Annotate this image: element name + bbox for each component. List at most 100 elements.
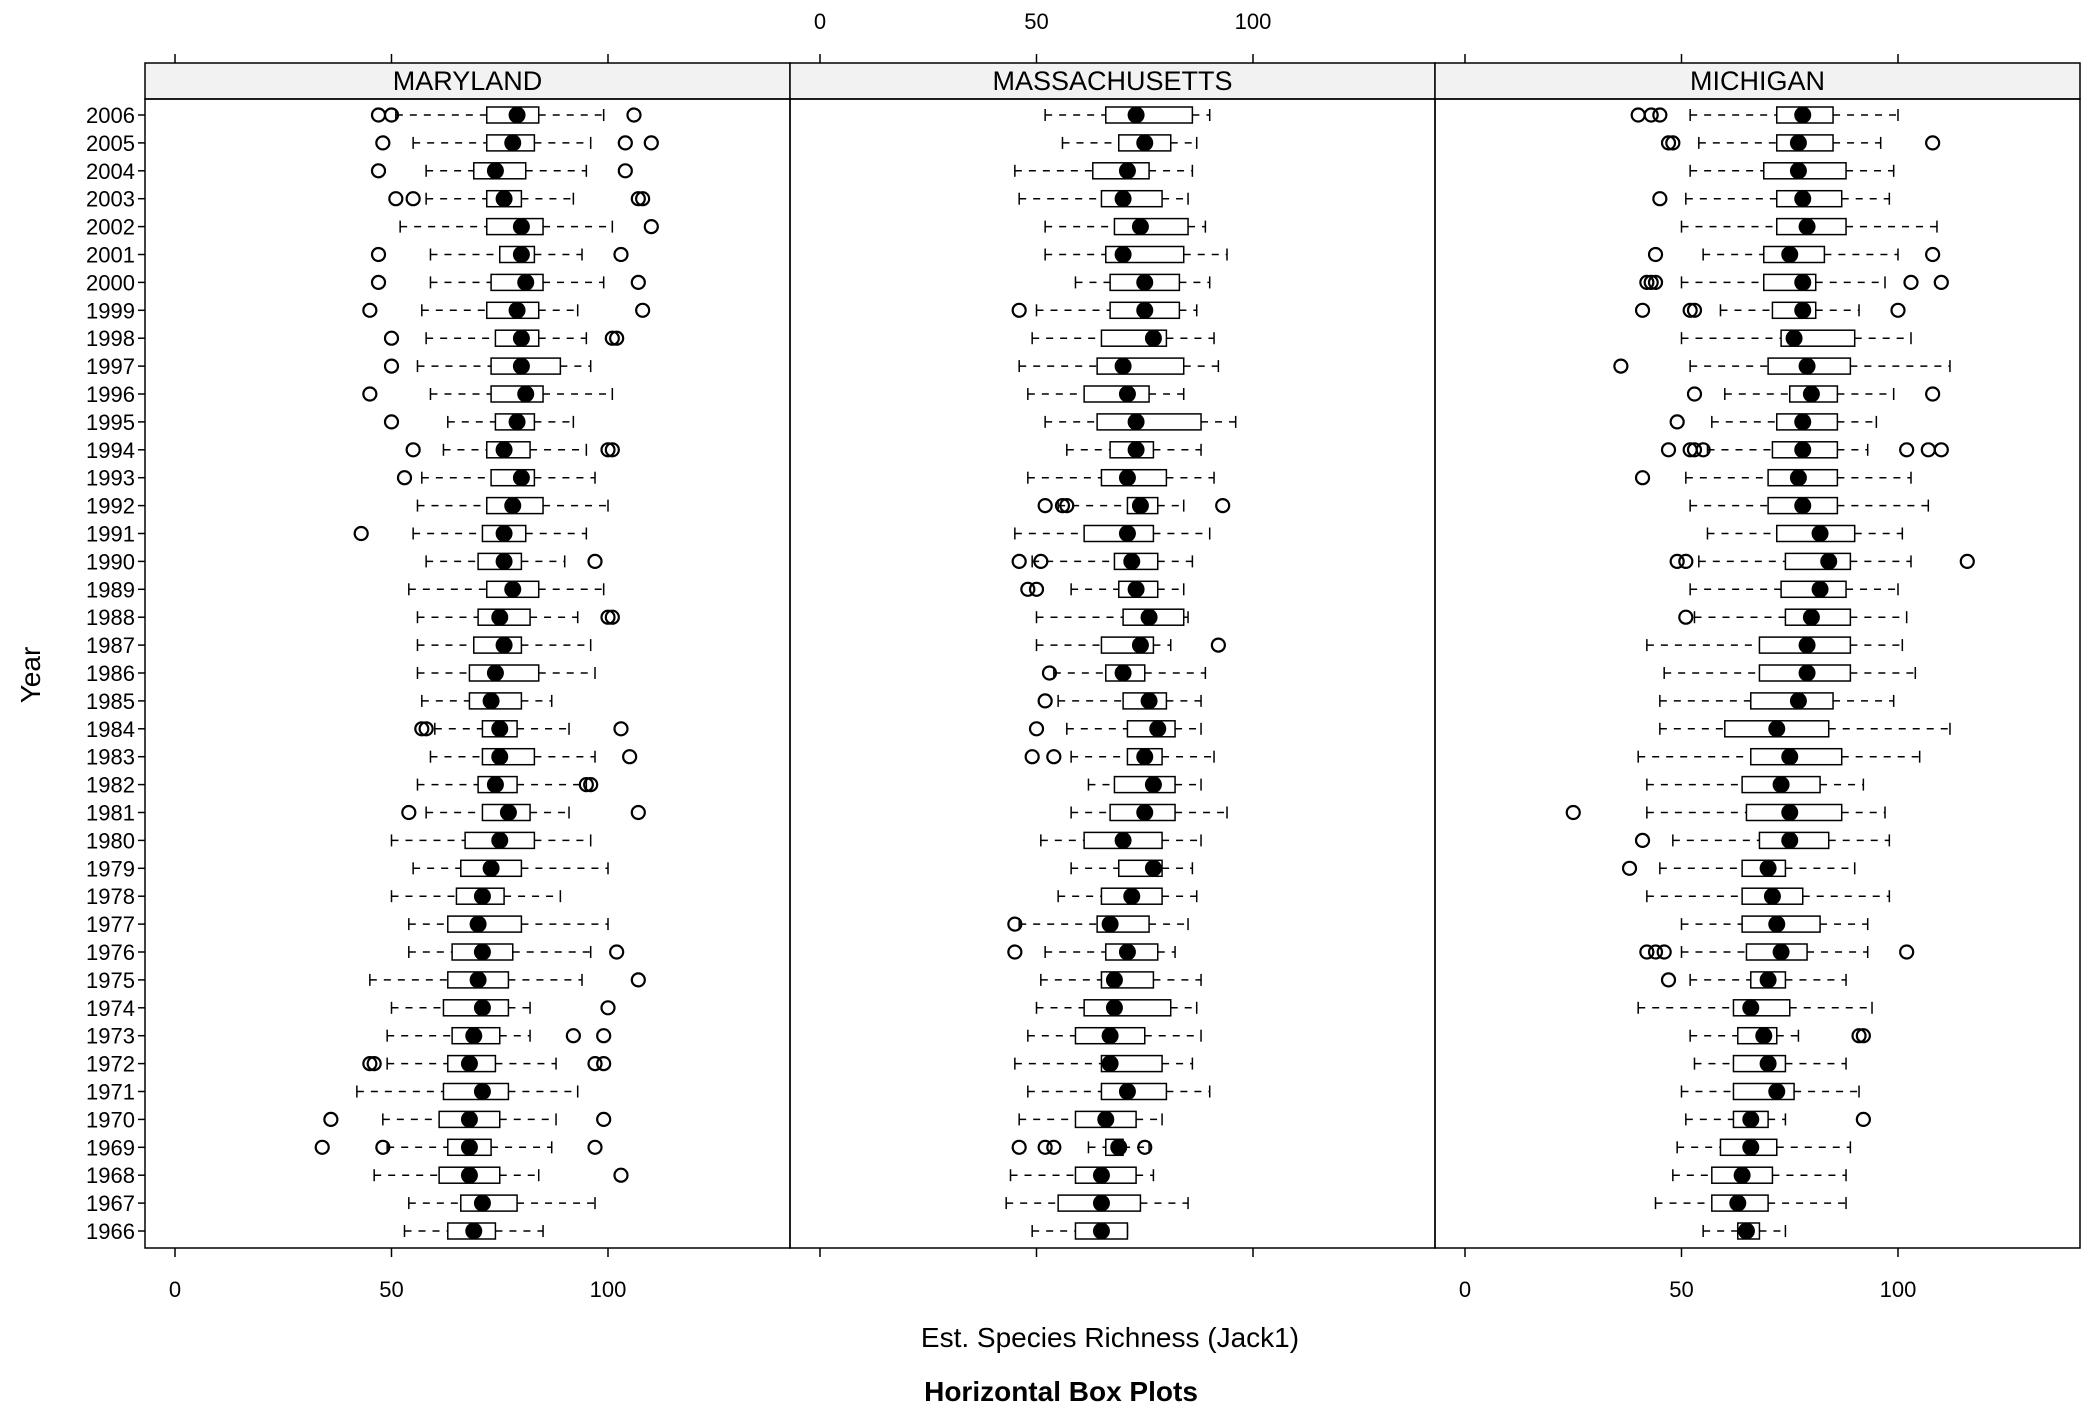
box-1966: [1031, 1222, 1129, 1240]
box-1996: [1686, 385, 1941, 403]
median-dot: [495, 636, 513, 654]
outlier-point: [1643, 274, 1659, 290]
box-1974: [390, 999, 616, 1017]
box-1981: [401, 803, 646, 822]
box-1974: [1637, 999, 1873, 1017]
box-1979: [1621, 859, 1856, 878]
outlier-point: [1855, 1028, 1871, 1044]
outlier-point: [604, 442, 620, 458]
median-dot: [1763, 887, 1781, 905]
outlier-point: [617, 135, 633, 151]
outlier-point: [1024, 749, 1040, 765]
median-dot: [1794, 106, 1812, 124]
x-tick-label: 0: [1459, 1277, 1471, 1302]
outlier-point: [609, 944, 625, 960]
box-1997: [1018, 357, 1220, 375]
x-axis-massachusetts: 0 50 100: [814, 9, 1271, 1257]
box-1971: [356, 1082, 579, 1101]
box-2005: [375, 134, 659, 152]
box-1996: [362, 385, 614, 403]
outlier-point: [587, 1139, 603, 1155]
outlier-point: [353, 525, 369, 542]
x-axes: 0 50 100 0 50 100 0 50 100: [169, 9, 1916, 1302]
median-dot: [495, 525, 513, 542]
outlier-point: [596, 1028, 612, 1044]
median-dot: [512, 469, 530, 487]
y-axis-title: Year: [15, 647, 46, 704]
outlier-point: [626, 107, 642, 123]
box-1985: [1659, 692, 1895, 710]
outlier-point: [1011, 1139, 1027, 1155]
box-1989: [1020, 580, 1185, 599]
box-1995: [383, 413, 575, 431]
panel-massachusetts: MASSACHUSETTS: [789, 62, 1436, 1249]
median-dot: [1742, 999, 1760, 1017]
median-dot: [473, 999, 491, 1017]
box-1987: [416, 636, 592, 654]
median-dot: [1118, 1083, 1136, 1100]
median-dot: [1140, 608, 1158, 626]
outlier-point: [1678, 553, 1694, 570]
year-label: 1975: [86, 968, 135, 993]
panel-strip: [789, 62, 1436, 100]
year-label: 1967: [86, 1191, 135, 1216]
box-2001: [1044, 245, 1228, 264]
outlier-point: [643, 219, 659, 235]
outlier-point: [1656, 944, 1672, 960]
outlier-point: [1215, 498, 1231, 514]
median-dot: [1789, 692, 1807, 710]
outlier-point: [1933, 274, 1949, 290]
box-1994: [405, 441, 620, 459]
box-1972: [1014, 1054, 1194, 1073]
box-2006: [1044, 106, 1211, 124]
median-dot: [1768, 1083, 1786, 1100]
median-dot: [495, 552, 513, 570]
outlier-point: [1647, 274, 1664, 290]
outlier-point: [1925, 386, 1941, 402]
median-dot: [1789, 162, 1807, 180]
median-dot: [1140, 692, 1158, 710]
year-label: 1981: [86, 801, 135, 826]
outlier-point: [1613, 358, 1629, 374]
box-1974: [1035, 999, 1198, 1017]
box-1982: [416, 775, 599, 794]
median-dot: [1118, 525, 1136, 542]
outlier-point: [1695, 442, 1711, 458]
outlier-point: [1634, 302, 1651, 318]
outlier-point: [1660, 442, 1677, 458]
x-tick-label: 50: [1669, 1277, 1693, 1302]
outlier-point: [1660, 135, 1677, 151]
outlier-point: [383, 107, 400, 123]
x-axis-michigan: 0 50 100: [1459, 54, 1916, 1302]
year-label: 2000: [86, 270, 135, 295]
box-2005: [1660, 134, 1941, 152]
box-1995: [1669, 413, 1878, 431]
median-dot: [1127, 413, 1145, 431]
box-1988: [1035, 608, 1189, 626]
outlier-point: [613, 1167, 629, 1183]
median-dot: [1092, 1194, 1110, 1212]
median-dot: [1149, 720, 1167, 738]
box-1966: [403, 1222, 544, 1240]
box-1987: [1035, 636, 1226, 654]
x-tick-label: 0: [169, 1277, 181, 1302]
median-dot: [1772, 943, 1790, 961]
year-label: 2006: [86, 103, 135, 128]
outlier-point: [600, 442, 616, 458]
outlier-point: [596, 1111, 612, 1128]
box-1996: [1027, 385, 1185, 403]
box-2004: [1014, 162, 1194, 180]
box-1968: [373, 1166, 629, 1184]
panel-strip-label: MICHIGAN: [1690, 66, 1825, 96]
iqr-box: [1083, 385, 1150, 403]
box-2001: [370, 245, 629, 264]
box-1999: [1634, 301, 1906, 320]
year-label: 1966: [86, 1219, 135, 1244]
x-tick-label: 100: [590, 1277, 627, 1302]
x-tick-label: 50: [1024, 9, 1048, 34]
box-1993: [1634, 468, 1912, 487]
median-dot: [1114, 664, 1132, 682]
median-dot: [1798, 664, 1816, 682]
outlier-point: [1028, 721, 1045, 737]
median-dot: [486, 776, 504, 794]
